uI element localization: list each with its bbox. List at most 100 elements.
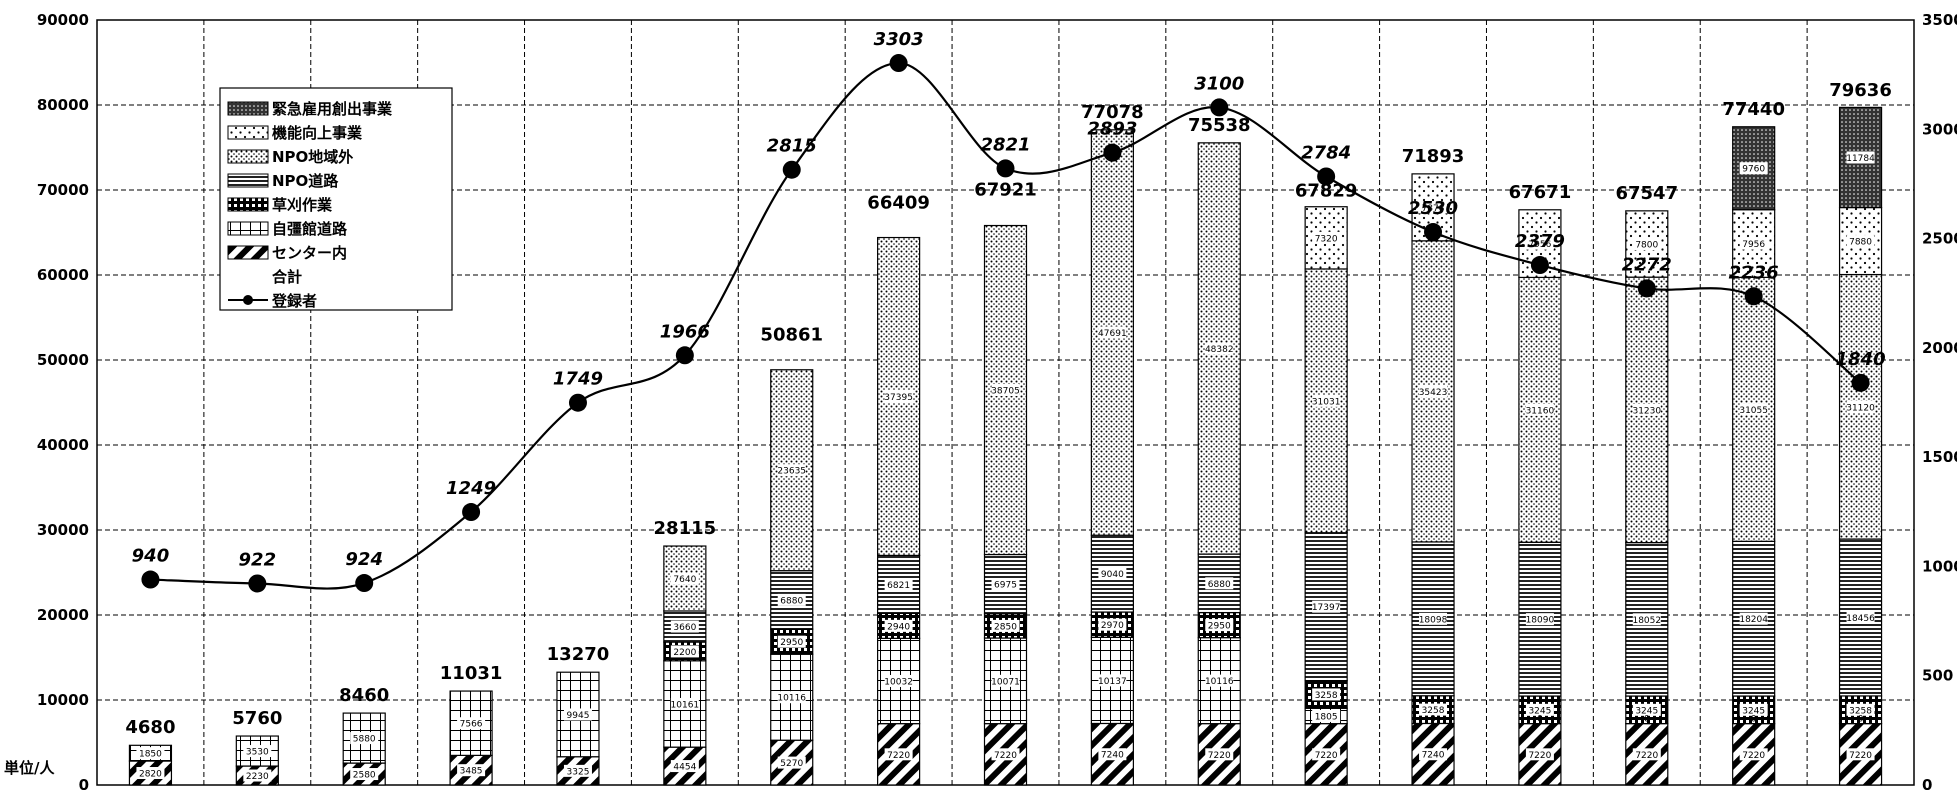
segment-label-bg	[1312, 231, 1341, 244]
segment-label-bg	[777, 756, 806, 769]
segment-label-bg	[1846, 400, 1875, 413]
segment-label-bg	[991, 748, 1020, 761]
segment-label-bg	[884, 578, 913, 591]
segment-label: 7220	[1528, 751, 1551, 761]
segment-label-bg	[1739, 403, 1768, 416]
segment-label-bg	[1846, 151, 1875, 164]
segment-label-bg	[1419, 612, 1448, 625]
segment-label-bg	[243, 769, 272, 782]
y2-tick-label: 1000	[1922, 557, 1957, 575]
segment-label: 3258	[1849, 706, 1872, 716]
segment-label-bg	[1846, 235, 1875, 248]
total-label: 8460	[339, 685, 389, 706]
segment-label-bg	[1098, 748, 1127, 761]
registrants-point	[355, 574, 374, 593]
segment-label-bg	[1205, 619, 1234, 632]
segment-label-bg	[1739, 748, 1768, 761]
segment-label: 10032	[884, 677, 913, 687]
total-label: 77078	[1081, 102, 1144, 123]
registrants-label: 2530	[1408, 198, 1458, 219]
legend-swatch	[227, 101, 269, 116]
segment-label: 31160	[1526, 406, 1555, 416]
registrants-point	[462, 503, 481, 522]
segment-label: 7956	[1742, 240, 1765, 250]
segment-label: 7640	[673, 575, 696, 585]
segment-label-bg	[457, 764, 486, 777]
y-tick-label: 20000	[37, 606, 89, 624]
registrants-label: 2893	[1087, 119, 1137, 140]
registrants-label: 924	[345, 549, 383, 570]
segment-label: 9040	[1101, 570, 1124, 580]
total-label: 79636	[1829, 80, 1892, 101]
y-tick-label: 30000	[37, 521, 89, 539]
segment-label: 7800	[1635, 241, 1658, 251]
total-label: 71893	[1402, 146, 1465, 167]
segment-label-bg	[1525, 613, 1554, 626]
segment-label: 7220	[1742, 751, 1765, 761]
registrants-label: 1749	[553, 369, 603, 390]
segment-label: 3245	[1742, 706, 1765, 716]
registrants-label: 2784	[1301, 142, 1351, 163]
segment-label: 2950	[780, 638, 803, 648]
registrants-point	[1744, 287, 1763, 306]
y-tick-label: 70000	[37, 181, 89, 199]
registrants-point	[675, 346, 694, 365]
segment-label-bg	[1312, 748, 1341, 761]
registrants-label: 3303	[874, 29, 924, 50]
segment-label-bg	[1525, 237, 1554, 250]
legend-label-line: 登録者	[271, 292, 317, 310]
segment-label: 6975	[994, 581, 1017, 591]
registrants-label: 3100	[1194, 73, 1244, 94]
segment-label: 2580	[353, 771, 376, 781]
total-label: 77440	[1722, 99, 1785, 120]
segment-label: 10137	[1098, 677, 1127, 687]
segment-label: 18098	[1419, 615, 1448, 625]
registrants-point	[782, 160, 801, 179]
segment-zero-label: 0	[1751, 715, 1757, 725]
segment-label-bg	[670, 645, 699, 658]
segment-label-bg	[1419, 703, 1448, 716]
segment-label-bg	[884, 390, 913, 403]
registrants-point	[1530, 256, 1549, 275]
segment-label: 1805	[1315, 712, 1338, 722]
segment-label: 2940	[887, 622, 910, 632]
segment-label-bg	[884, 619, 913, 632]
y2-tick-label: 1500	[1922, 448, 1957, 466]
segment-label: 10071	[991, 677, 1020, 687]
segment-zero-label: 0	[1858, 715, 1864, 725]
segment-label: 5270	[780, 759, 803, 769]
registrants-point	[1851, 373, 1870, 392]
segment-label-bg	[1205, 342, 1234, 355]
registrants-point	[889, 54, 908, 73]
segment-label: 31031	[1312, 397, 1341, 407]
segment-label-bg	[243, 745, 272, 758]
registrants-label: 2379	[1515, 231, 1565, 252]
segment-label-bg	[991, 674, 1020, 687]
legend-label-total: 合計	[271, 268, 302, 286]
segment-label-bg	[1098, 567, 1127, 580]
total-label: 11031	[440, 663, 503, 684]
legend-line-marker	[243, 295, 253, 305]
segment-label-bg	[884, 748, 913, 761]
segment-label: 3245	[1528, 706, 1551, 716]
segment-label: 6880	[780, 596, 803, 606]
segment-label-bg	[777, 464, 806, 477]
registrants-point	[1103, 143, 1122, 162]
y2-tick-label: 3000	[1922, 120, 1957, 138]
segment-label: 31055	[1739, 406, 1768, 416]
total-label: 67547	[1615, 183, 1678, 204]
segment-label: 31120	[1846, 403, 1875, 413]
total-label: 66409	[867, 193, 930, 214]
registrants-label: 2236	[1729, 262, 1779, 283]
registrants-point	[1637, 279, 1656, 298]
segment-label: 17397	[1312, 603, 1341, 613]
segment-label-bg	[670, 572, 699, 585]
segment-label: 2200	[673, 648, 696, 658]
segment-label: 9945	[567, 711, 590, 721]
registrants-label: 1249	[446, 478, 496, 499]
segment-label-bg	[563, 708, 592, 721]
y-tick-label: 40000	[37, 436, 89, 454]
segment-label: 3258	[1422, 706, 1445, 716]
segment-label-bg	[1632, 703, 1661, 716]
